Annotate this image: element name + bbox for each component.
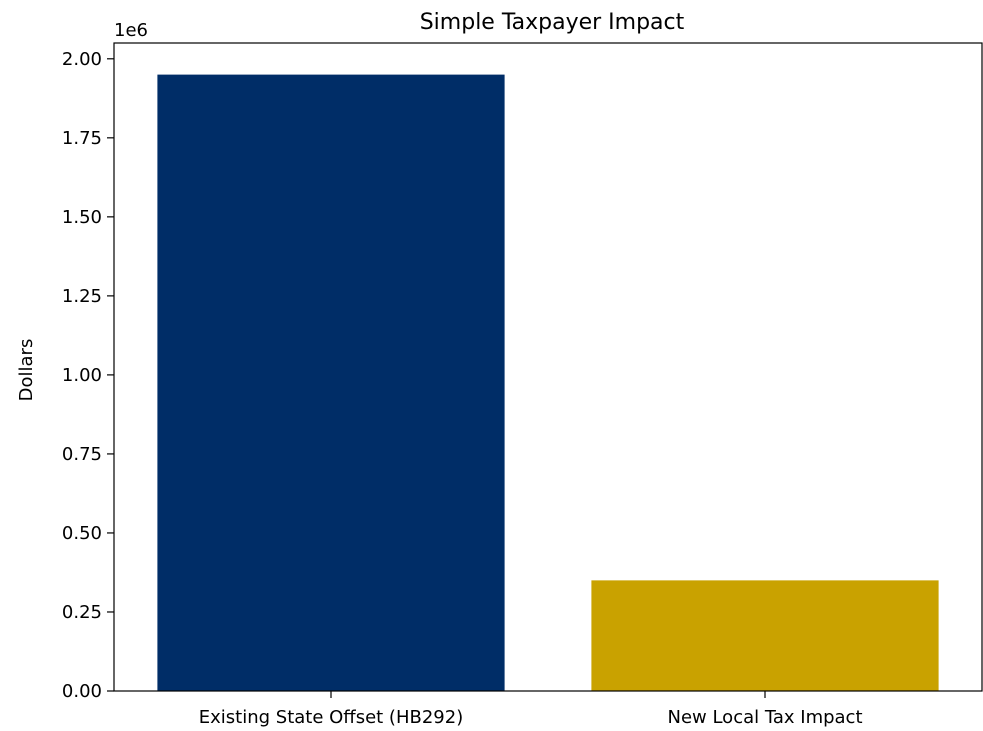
bar-new-local-tax-impact (591, 580, 939, 691)
y-axis-label: Dollars (16, 339, 37, 402)
chart-title: Simple Taxpayer Impact (420, 10, 685, 35)
y-tick-label: 2.00 (62, 49, 102, 70)
y-axis-scale-label: 1e6 (114, 20, 148, 41)
y-tick-label: 0.50 (62, 523, 102, 544)
x-tick-label: New Local Tax Impact (667, 707, 862, 728)
bar-existing-state-offset (157, 74, 505, 692)
axes-layer (113, 42, 983, 692)
y-tick-label: 1.00 (62, 365, 102, 386)
y-tick-label: 0.75 (62, 444, 102, 465)
y-tick-label: 1.75 (62, 128, 102, 149)
y-axis-ticks: 0.00 0.25 0.50 0.75 1.00 1.25 1.50 1.75 2.00 (62, 49, 114, 702)
bars-layer (157, 74, 939, 692)
y-tick-label: 0.25 (62, 602, 102, 623)
x-tick-label: Existing State Offset (HB292) (199, 707, 463, 728)
plot-frame (113, 42, 983, 692)
x-axis-ticks: Existing State Offset (HB292) New Local T… (199, 691, 863, 728)
y-tick-label: 0.00 (62, 681, 102, 702)
y-tick-label: 1.50 (62, 207, 102, 228)
y-tick-label: 1.25 (62, 286, 102, 307)
